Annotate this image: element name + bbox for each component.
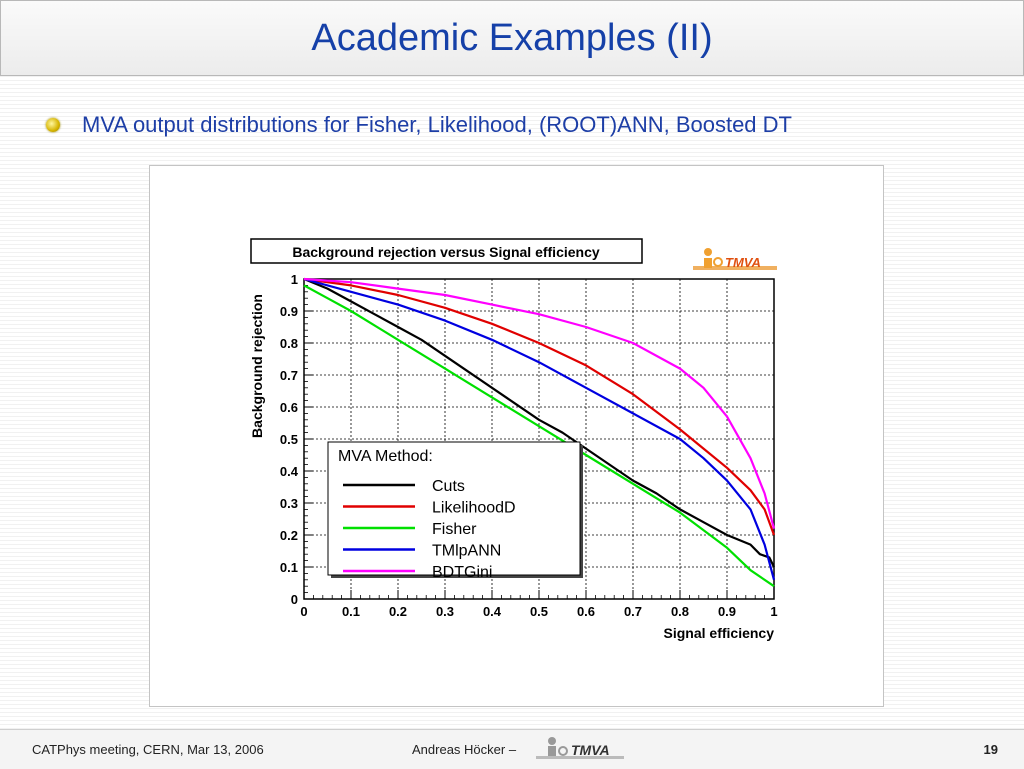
legend-items: Cuts LikelihoodD Fisher TMlpANN BDTGini: [343, 478, 516, 581]
legend-label-fisher: Fisher: [432, 521, 477, 538]
footer-logo-text: TMVA: [571, 742, 610, 758]
y-axis-label: Background rejection: [249, 294, 265, 438]
chart-title: Background rejection versus Signal effic…: [292, 244, 600, 260]
logo-ring: [713, 257, 723, 267]
title-bar: Academic Examples (II): [0, 0, 1024, 76]
y-tick-label-0: 0: [291, 592, 298, 607]
bullet-text: MVA output distributions for Fisher, Lik…: [82, 112, 792, 137]
footer-logo-bar: [536, 756, 624, 759]
chart-frame: Background rejection versus Signal effic…: [149, 165, 884, 707]
x-tick-label-4: 0.4: [483, 604, 502, 619]
footer-meeting: CATPhys meeting, CERN, Mar 13, 2006: [32, 742, 264, 757]
x-tick-label-8: 0.8: [671, 604, 689, 619]
y-tick-label-6: 0.6: [280, 400, 298, 415]
y-tick-label-7: 0.7: [280, 368, 298, 383]
legend-label-bdtgini: BDTGini: [432, 564, 492, 581]
y-tick-label-9: 0.9: [280, 304, 298, 319]
y-tick-label-2: 0.2: [280, 528, 298, 543]
bullet-row: MVA output distributions for Fisher, Lik…: [46, 112, 792, 138]
footer-logo-ring: [558, 746, 568, 756]
tmva-logo: TMVA: [693, 248, 777, 270]
series-line-tmlpann: [303, 277, 776, 581]
bullet-icon: [46, 118, 60, 132]
legend-label-cuts: Cuts: [432, 478, 465, 495]
page-number: 19: [983, 742, 998, 757]
chart-title-box: [250, 238, 643, 264]
x-tick-label-0: 0: [300, 604, 307, 619]
series-line-likelihoodd: [303, 277, 776, 536]
x-tick-label-7: 0.7: [624, 604, 642, 619]
x-tick-label-1: 0.1: [342, 604, 360, 619]
series-line-fisher: [303, 284, 775, 588]
y-tick-label-4: 0.4: [280, 464, 299, 479]
series-line-bdtgini: [303, 277, 776, 529]
legend-box: [327, 441, 581, 576]
x-tick-label-9: 0.9: [718, 604, 736, 619]
footer: CATPhys meeting, CERN, Mar 13, 2006 Andr…: [0, 729, 1024, 769]
logo-body: [704, 258, 712, 268]
x-tick-label-2: 0.2: [389, 604, 407, 619]
x-tick-label-6: 0.6: [577, 604, 595, 619]
y-tick-label-5: 0.5: [280, 432, 298, 447]
legend-label-likelihoodd: LikelihoodD: [432, 500, 516, 517]
legend-label-tmlpann: TMlpANN: [432, 543, 501, 560]
ticks: 0 0.1 0.2 0.3 0.4 0.5 0.6 0.7 0.8 0.9 1 0 0.1 0.2 0.3 0…: [280, 272, 778, 619]
grid: [304, 279, 774, 599]
y-tick-label-3: 0.3: [280, 496, 298, 511]
chart-title-group: Background rejection versus Signal effic…: [250, 238, 643, 264]
roc-chart: Background rejection versus Signal effic…: [249, 238, 778, 641]
logo-bar: [693, 266, 777, 270]
footer-logo-head: [548, 737, 556, 745]
x-tick-label-3: 0.3: [436, 604, 454, 619]
y-tick-label-1: 0.1: [280, 560, 298, 575]
series-lines: [303, 277, 776, 588]
footer-logo-body: [548, 746, 556, 756]
series-line-cuts: [303, 277, 775, 568]
logo-head: [704, 248, 712, 256]
logo-text: TMVA: [725, 255, 761, 270]
footer-tmva-logo: TMVA: [536, 737, 624, 759]
legend-title: MVA Method:: [338, 448, 433, 465]
y-tick-label-10: 1: [291, 272, 298, 287]
legend: MVA Method: Cuts LikelihoodD Fisher TMlpANN…: [327, 441, 583, 581]
x-axis-label: Signal efficiency: [664, 625, 775, 641]
slide-title: Academic Examples (II): [311, 16, 713, 59]
x-tick-label-10: 1: [770, 604, 777, 619]
y-tick-label-8: 0.8: [280, 336, 298, 351]
footer-author: Andreas Höcker –: [412, 742, 517, 757]
x-tick-label-5: 0.5: [530, 604, 548, 619]
